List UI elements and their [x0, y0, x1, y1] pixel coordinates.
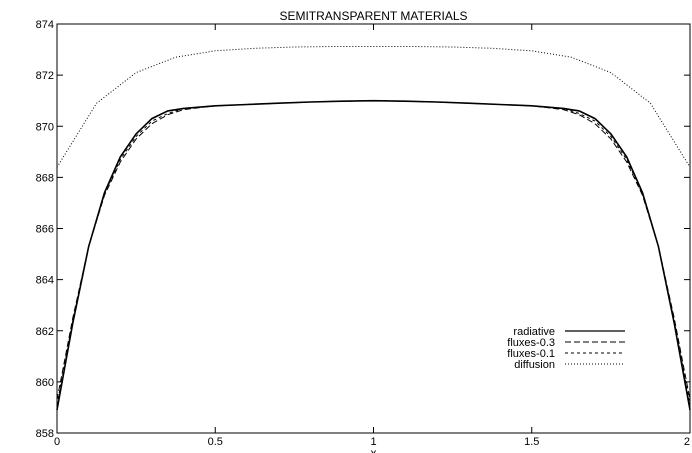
y-tick-label: 874 [36, 19, 54, 31]
x-tick-label: 0 [54, 436, 60, 448]
y-tick-label: 872 [36, 70, 54, 82]
y-axis: 858 860 862 864 866 868 870 872 874 [36, 19, 690, 440]
plot-frame [56, 23, 691, 434]
x-tick-label: 1 [370, 436, 376, 448]
x-tick-label: 2 [684, 436, 690, 448]
x-axis: 0 0.5 1 1.5 2 [54, 24, 691, 448]
y-tick-label: 870 [36, 121, 54, 133]
plot-border [56, 23, 691, 434]
y-tick-label: 864 [36, 275, 54, 287]
legend-label: fluxes-0.3 [507, 337, 555, 349]
series-layer [56, 46, 691, 411]
x-axis-label: x [371, 446, 377, 453]
y-tick-label: 862 [36, 326, 54, 338]
series-line-fluxes-0.3 [56, 100, 691, 400]
legend-label: fluxes-0.1 [507, 348, 555, 360]
legend-label: diffusion [514, 359, 555, 371]
y-tick-label: 860 [36, 377, 54, 389]
chart-title: SEMITRANSPARENT MATERIALS [279, 9, 467, 23]
x-tick-label: 1.5 [524, 436, 539, 448]
series-line-diffusion [56, 46, 691, 168]
y-tick-label: 866 [36, 224, 54, 236]
x-tick-label: 0.5 [208, 436, 223, 448]
y-tick-label: 858 [36, 428, 54, 440]
legend-label: radiative [513, 326, 555, 338]
series-line-fluxes-0.1 [56, 100, 691, 405]
y-tick-label: 868 [36, 172, 54, 184]
